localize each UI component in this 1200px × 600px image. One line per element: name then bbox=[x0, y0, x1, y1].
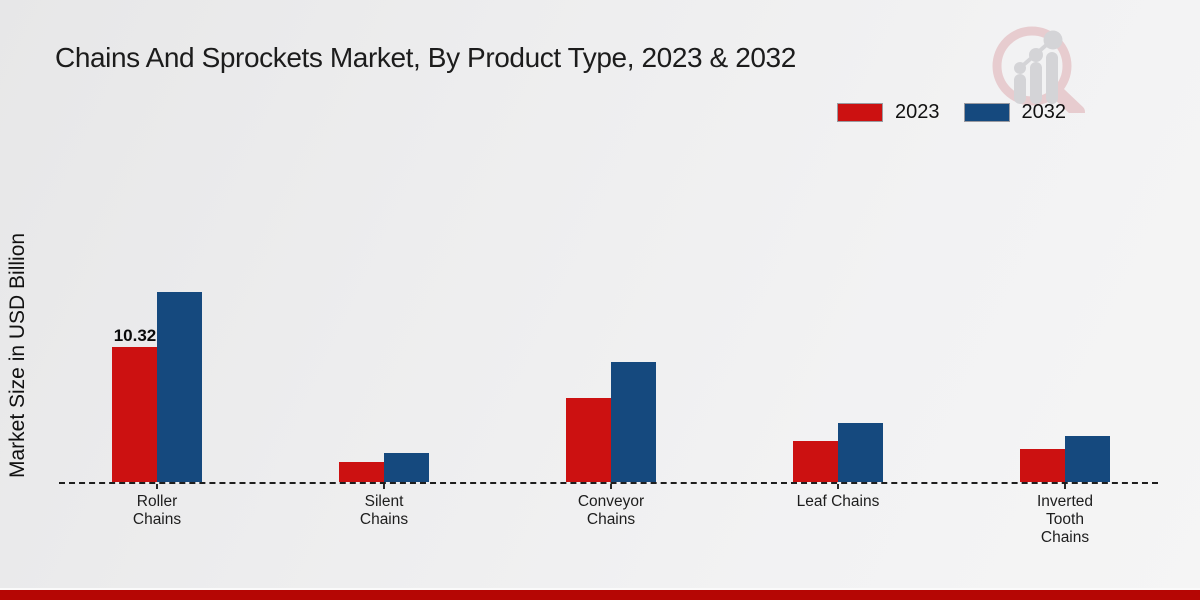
magnifier-bar-trend-logo bbox=[992, 26, 1085, 113]
x-axis-tick bbox=[156, 484, 158, 489]
x-axis-tick bbox=[1064, 484, 1066, 489]
legend-item-2032: 2032 bbox=[963, 101, 1067, 124]
x-category-label: Roller Chains bbox=[132, 493, 182, 528]
x-category-label: Conveyor Chains bbox=[577, 493, 645, 528]
legend-item-2023: 2023 bbox=[837, 101, 940, 124]
x-axis-tick bbox=[610, 484, 612, 489]
bar-2032-conveyor-chains bbox=[610, 362, 656, 482]
legend-swatch-2023 bbox=[837, 103, 883, 122]
legend-label-2032: 2032 bbox=[1021, 101, 1067, 123]
bar-2032-leaf-chains bbox=[837, 423, 883, 482]
x-axis-tick bbox=[383, 484, 385, 489]
x-category-label: Leaf Chains bbox=[796, 493, 880, 510]
chart-title: Chains And Sprockets Market, By Product … bbox=[55, 42, 796, 73]
bar-2023-leaf-chains bbox=[792, 441, 838, 482]
bar-value-label: 10.32 bbox=[113, 326, 157, 345]
bar-2023-conveyor-chains bbox=[565, 398, 611, 482]
legend-swatch-2032 bbox=[963, 103, 1010, 122]
bar-2032-silent-chains bbox=[383, 453, 429, 482]
x-axis-tick bbox=[837, 484, 839, 489]
legend: 2023 2032 bbox=[837, 101, 1066, 124]
bar-2023-silent-chains bbox=[338, 462, 384, 482]
x-axis-baseline bbox=[59, 482, 1158, 484]
x-category-label: Silent Chains bbox=[359, 493, 409, 528]
bar-2032-inverted-tooth-chains bbox=[1064, 436, 1110, 482]
x-category-label: Inverted Tooth Chains bbox=[1036, 493, 1093, 546]
footer-stripe bbox=[0, 588, 1200, 600]
legend-label-2023: 2023 bbox=[895, 101, 940, 123]
bar-2032-roller-chains bbox=[156, 292, 202, 482]
bar-2023-roller-chains bbox=[111, 347, 157, 482]
bar-2023-inverted-tooth-chains bbox=[1019, 449, 1065, 482]
